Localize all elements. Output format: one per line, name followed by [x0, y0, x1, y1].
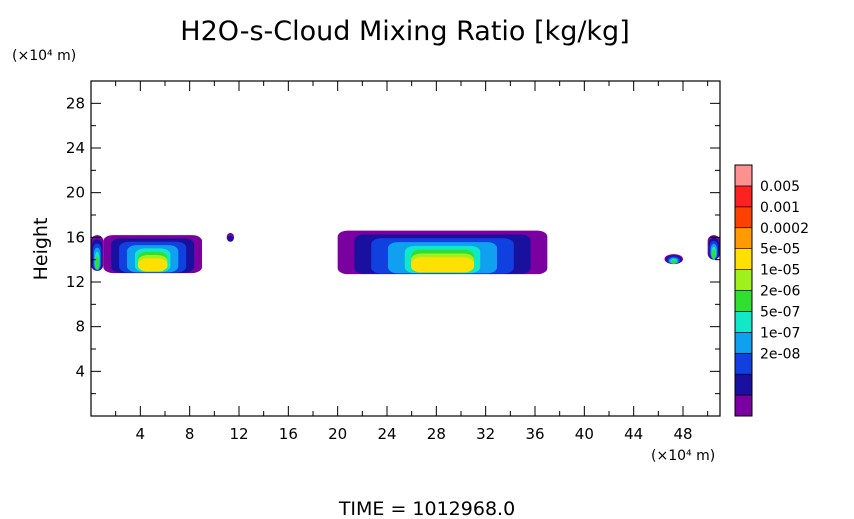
cloud-band: [711, 249, 716, 259]
colorbar-swatch: [734, 290, 753, 312]
cloud-band: [137, 258, 168, 272]
cloud-band: [670, 259, 677, 264]
colorbar-swatch: [734, 332, 753, 354]
x-tick-label: 36: [525, 425, 544, 443]
x-unit-label: (×10⁴ m): [651, 448, 715, 464]
cloud-band: [411, 257, 474, 273]
colorbar-label: 1e-07: [760, 325, 800, 341]
y-tick-label: 20: [66, 184, 85, 202]
colorbar-label: 5e-07: [760, 304, 800, 320]
x-tick-label: 32: [476, 425, 495, 443]
y-tick-label: 24: [66, 139, 85, 157]
colorbar-swatch: [734, 227, 753, 249]
y-tick-label: 16: [66, 228, 85, 246]
x-tick-label: 8: [185, 425, 195, 443]
cloud-band: [95, 255, 100, 270]
x-tick-label: 16: [279, 425, 298, 443]
colorbar: 0.005 0.001 0.0002 5e-05 1e-05 2e-06 5e-07 1e-0…: [734, 164, 809, 417]
cloud-field: [91, 230, 720, 275]
colorbar-label: 5e-05: [760, 242, 800, 258]
x-tick-label: 44: [624, 425, 643, 443]
colorbar-swatch: [734, 394, 753, 417]
y-unit-label: (×10⁴ m): [12, 48, 76, 64]
y-axis-label: Height: [30, 218, 52, 281]
colorbar-swatch: [734, 352, 753, 375]
x-tick-label: 40: [575, 425, 594, 443]
colorbar-label: 0.0002: [760, 221, 809, 237]
time-label: TIME = 1012968.0: [338, 498, 515, 519]
x-tick-label: 20: [328, 425, 347, 443]
colorbar-swatch: [734, 373, 753, 396]
y-tick-label: 8: [75, 318, 85, 336]
colorbar-swatch: [734, 248, 753, 270]
x-tick-label: 12: [229, 425, 248, 443]
colorbar-swatch: [734, 311, 753, 333]
x-tick-label: 28: [427, 425, 446, 443]
colorbar-swatch: [734, 269, 753, 291]
colorbar-label: 2e-06: [760, 284, 800, 300]
colorbar-swatch: [734, 164, 753, 187]
plot-frame: [90, 80, 721, 417]
colorbar-label: 1e-05: [760, 263, 800, 279]
x-tick-label: 48: [673, 425, 692, 443]
colorbar-swatch: [734, 185, 753, 208]
colorbar-label: 2e-08: [760, 346, 800, 362]
x-tick-label: 24: [377, 425, 396, 443]
colorbar-label: 0.005: [760, 179, 800, 195]
colorbar-frame: [734, 164, 753, 417]
y-tick-label: 28: [66, 94, 85, 112]
x-tick-label: 4: [136, 425, 146, 443]
cloud-band: [227, 235, 234, 242]
y-tick-label: 4: [75, 362, 85, 380]
y-tick-label: 12: [66, 273, 85, 291]
colorbar-label: 0.001: [760, 200, 800, 216]
colorbar-swatch: [734, 206, 753, 229]
chart-title: H2O-s-Cloud Mixing Ratio [kg/kg]: [180, 16, 629, 47]
